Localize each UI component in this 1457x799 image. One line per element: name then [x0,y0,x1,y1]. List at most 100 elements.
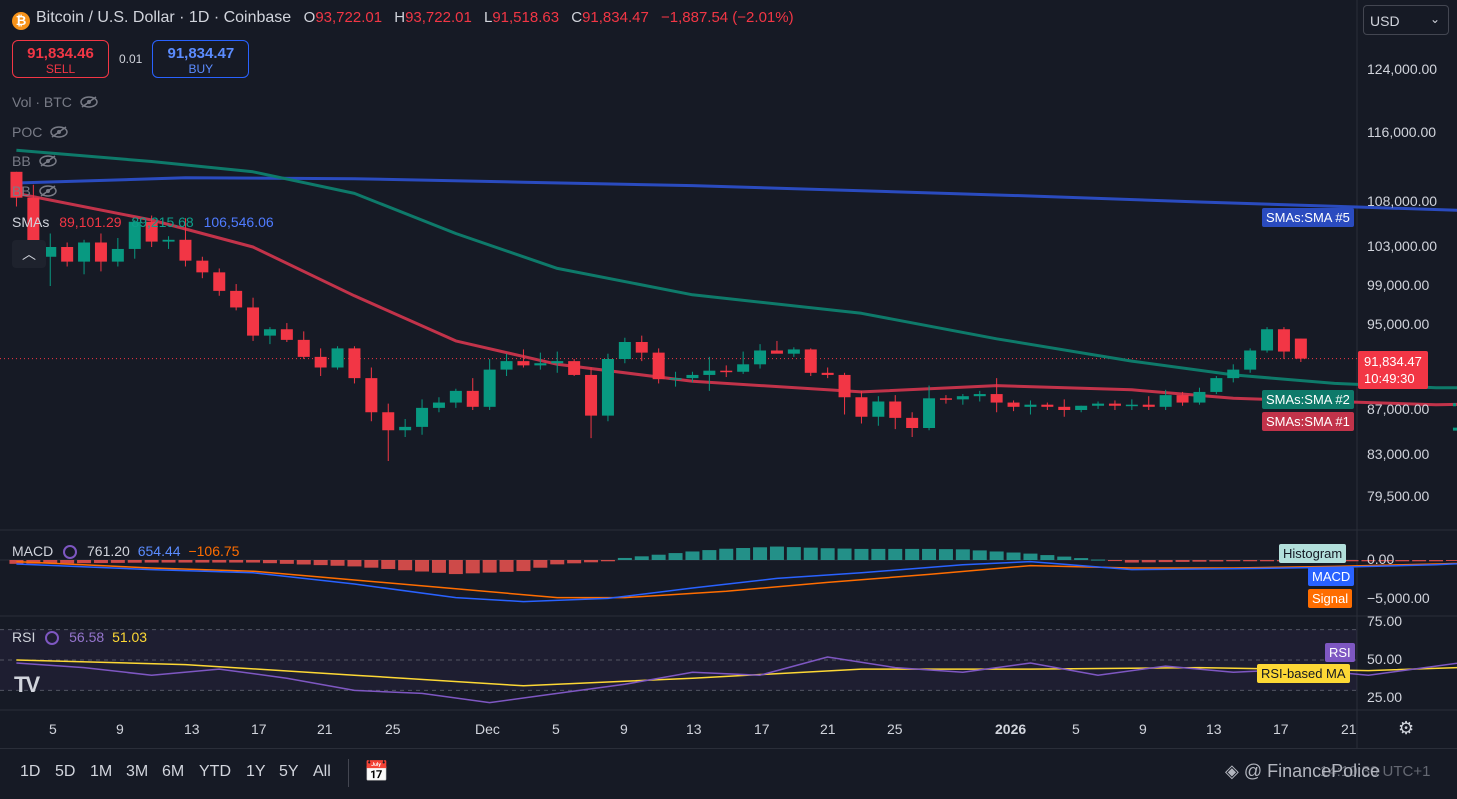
candle-body [551,361,564,364]
indicator-bb[interactable]: BB [12,153,57,169]
candle-body [956,396,969,400]
macd-histogram-bar [905,548,920,560]
macd-line [16,560,1457,603]
rsi-ma-tag: RSI-based MA [1257,664,1350,683]
candle-body [703,370,716,375]
macd-histogram-bar [600,560,615,562]
candle-body [111,248,124,262]
change-value: −1,887.54 (−2.01%) [660,9,794,26]
candle-body [483,369,496,407]
rsi-tick-label: 25.00 [1367,689,1403,705]
candle-body [1159,395,1172,407]
candle-body [128,221,141,249]
range-button-all[interactable]: All [313,763,331,780]
macd-histogram-bar [195,560,210,563]
ohlc-values: O93,722.01 H93,722.01 L91,518.63 C91,834… [303,9,794,26]
range-button-1m[interactable]: 1M [90,763,113,780]
time-tick-label: 17 [1273,721,1289,737]
macd-histogram-bar [296,560,311,565]
macd-histogram-bar [43,560,58,564]
macd-histogram-bar [1158,560,1173,563]
indicator-poc[interactable]: POC [12,124,69,140]
indicator-bb-2[interactable]: BB [12,183,57,199]
candle-body [196,260,209,273]
range-button-5d[interactable]: 5D [55,763,76,780]
range-button-1y[interactable]: 1Y [246,763,266,780]
macd-histogram-bar [398,560,413,571]
candle-body [263,329,276,336]
tradingview-logo-icon: TV [14,672,40,697]
eye-hidden-icon[interactable] [38,185,57,197]
sell-button[interactable]: 91,834.46 SELL [12,40,109,78]
time-tick-label: 5 [552,721,560,737]
time-tick-label: 17 [754,721,770,737]
macd-histogram-bar [364,560,379,568]
macd-histogram-bar [668,553,683,560]
time-tick-label: 21 [820,721,836,737]
candle-body [534,363,547,366]
macd-histogram-bar [415,560,430,572]
range-button-5y[interactable]: 5Y [279,763,299,780]
eye-hidden-icon[interactable] [50,126,69,138]
candle-body [990,394,1003,403]
candle-body [1294,338,1307,359]
macd-histogram-bar [516,560,531,572]
buy-button[interactable]: 91,834.47 BUY [152,40,250,78]
time-tick-label: 5 [1072,721,1080,737]
sma2-line [16,148,1457,390]
macd-histogram-bar [229,560,244,563]
candle-body [923,398,936,428]
macd-histogram-bar [651,554,666,560]
candle-body [618,342,631,359]
candle-body [1125,404,1138,407]
macd-histogram-bar [246,560,261,563]
macd-histogram-bar [381,560,396,569]
candle-body [821,372,834,375]
candle-body [635,342,648,353]
candle-body [213,272,226,291]
price-tick-label: 79,500.00 [1367,488,1430,504]
macd-histogram-bar [1412,560,1427,562]
collapse-legend-button[interactable]: ︿ [12,240,46,268]
macd-histogram-bar [871,548,886,560]
indicator-vol[interactable]: Vol · BTC [12,94,98,110]
macd-histogram-bar [1429,560,1444,562]
range-button-ytd[interactable]: YTD [199,763,231,780]
symbol-title[interactable]: Bitcoin / U.S. Dollar · 1D · Coinbase [36,9,292,26]
price-tick-label: 83,000.00 [1367,446,1430,462]
macd-histogram-bar [330,560,345,566]
macd-histogram-bar [922,548,937,560]
candle-body [230,290,243,308]
trade-panel: 91,834.46 SELL 0.01 91,834.47 BUY [12,40,250,78]
candle-body [500,361,513,370]
candle-body [906,417,919,428]
candle-body [1058,406,1071,410]
macd-histogram-bar [786,547,801,560]
range-button-1d[interactable]: 1D [20,763,41,780]
currency-select[interactable]: USD ⌄ [1363,5,1449,35]
price-tick-label: 99,000.00 [1367,277,1430,293]
candle-body [1244,350,1257,370]
macd-histogram-bar [888,548,903,560]
clock[interactable]: 14:10:30 UTC+1 [1320,763,1431,780]
macd-histogram-bar [1361,560,1376,562]
eye-hidden-icon[interactable] [80,96,98,108]
range-button-6m[interactable]: 6M [162,763,185,780]
macd-histogram-bar [1395,560,1410,562]
eye-hidden-icon[interactable] [38,155,57,167]
indicator-smas[interactable]: SMAs 89,101.29 89,215.68 106,546.06 [12,214,274,230]
candle-body [1075,405,1088,410]
range-button-3m[interactable]: 3M [126,763,149,780]
candle-body [331,348,344,368]
price-tick-label: 95,000.00 [1367,316,1430,332]
candle-body [94,242,107,262]
date-range-icon[interactable]: 📅 [364,761,389,783]
macd-legend[interactable]: MACD 761.20 654.44 −106.75 [12,543,240,559]
signal-tag: Signal [1308,589,1353,608]
open-value: 93,722.01 [315,9,383,26]
macd-histogram-bar [482,560,497,573]
chart-canvas[interactable] [0,0,1457,748]
rsi-legend[interactable]: RSI 56.58 51.03 [12,629,148,645]
time-tick-label: 25 [385,721,401,737]
settings-icon[interactable]: ⚙ [1398,718,1415,738]
